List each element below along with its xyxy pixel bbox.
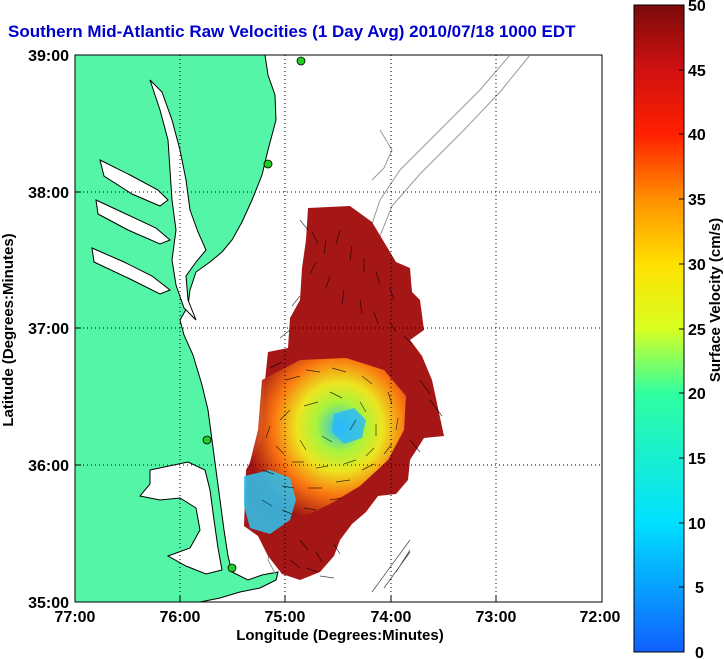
chesapeake-bay bbox=[149, 79, 207, 321]
y-tick-label: 38:00 bbox=[28, 185, 69, 202]
x-axis-label: Longitude (Degrees:Minutes) bbox=[236, 627, 444, 644]
y-axis-label: Latitude (Degrees:Minutes) bbox=[0, 233, 17, 426]
radar-stations bbox=[202, 56, 306, 573]
colorbar-tick-label: 5 bbox=[695, 580, 704, 597]
y-tick-label: 35:00 bbox=[28, 595, 69, 612]
colorbar-tick-label: 30 bbox=[688, 257, 706, 274]
x-tick-label: 73:00 bbox=[476, 609, 517, 626]
station-marker bbox=[296, 56, 306, 66]
colorbar-tick-label: 50 bbox=[688, 0, 706, 15]
colorbar-tick-label: 10 bbox=[688, 516, 706, 533]
colorbar-tick-label: 20 bbox=[688, 386, 706, 403]
colorbar-scale bbox=[633, 4, 685, 653]
colorbar-tick-label: 40 bbox=[688, 127, 706, 144]
colorbar-tick-label: 35 bbox=[688, 192, 706, 209]
y-tick-label: 39:00 bbox=[28, 48, 69, 65]
pamlico-sound bbox=[139, 461, 223, 575]
x-tick-label: 74:00 bbox=[371, 609, 412, 626]
y-tick-label: 36:00 bbox=[28, 458, 69, 475]
velocity-vectors bbox=[261, 219, 443, 593]
station-marker bbox=[263, 159, 273, 169]
velocity-field bbox=[244, 206, 444, 593]
map-title: Southern Mid-Atlantic Raw Velocities (1 … bbox=[8, 22, 576, 41]
x-tick-label: 76:00 bbox=[160, 609, 201, 626]
x-tick-label: 75:00 bbox=[265, 609, 306, 626]
x-tick-label: 72:00 bbox=[580, 609, 621, 626]
colorbar-tick-label: 0 bbox=[695, 645, 704, 659]
x-tick-label: 77:00 bbox=[55, 609, 96, 626]
colorbar-label: Surface Velocity (cm/s) bbox=[707, 218, 724, 382]
colorbar-tick-label: 15 bbox=[688, 451, 706, 468]
y-tick-label: 37:00 bbox=[28, 321, 69, 338]
station-marker bbox=[227, 563, 237, 573]
velocity-core bbox=[332, 408, 366, 444]
colorbar-tick-label: 25 bbox=[688, 322, 706, 339]
colorbar-tick-label: 45 bbox=[688, 63, 706, 80]
colorbar: 50 45 40 35 30 25 20 15 10 5 0 Surface V… bbox=[633, 0, 724, 659]
station-marker bbox=[202, 435, 212, 445]
